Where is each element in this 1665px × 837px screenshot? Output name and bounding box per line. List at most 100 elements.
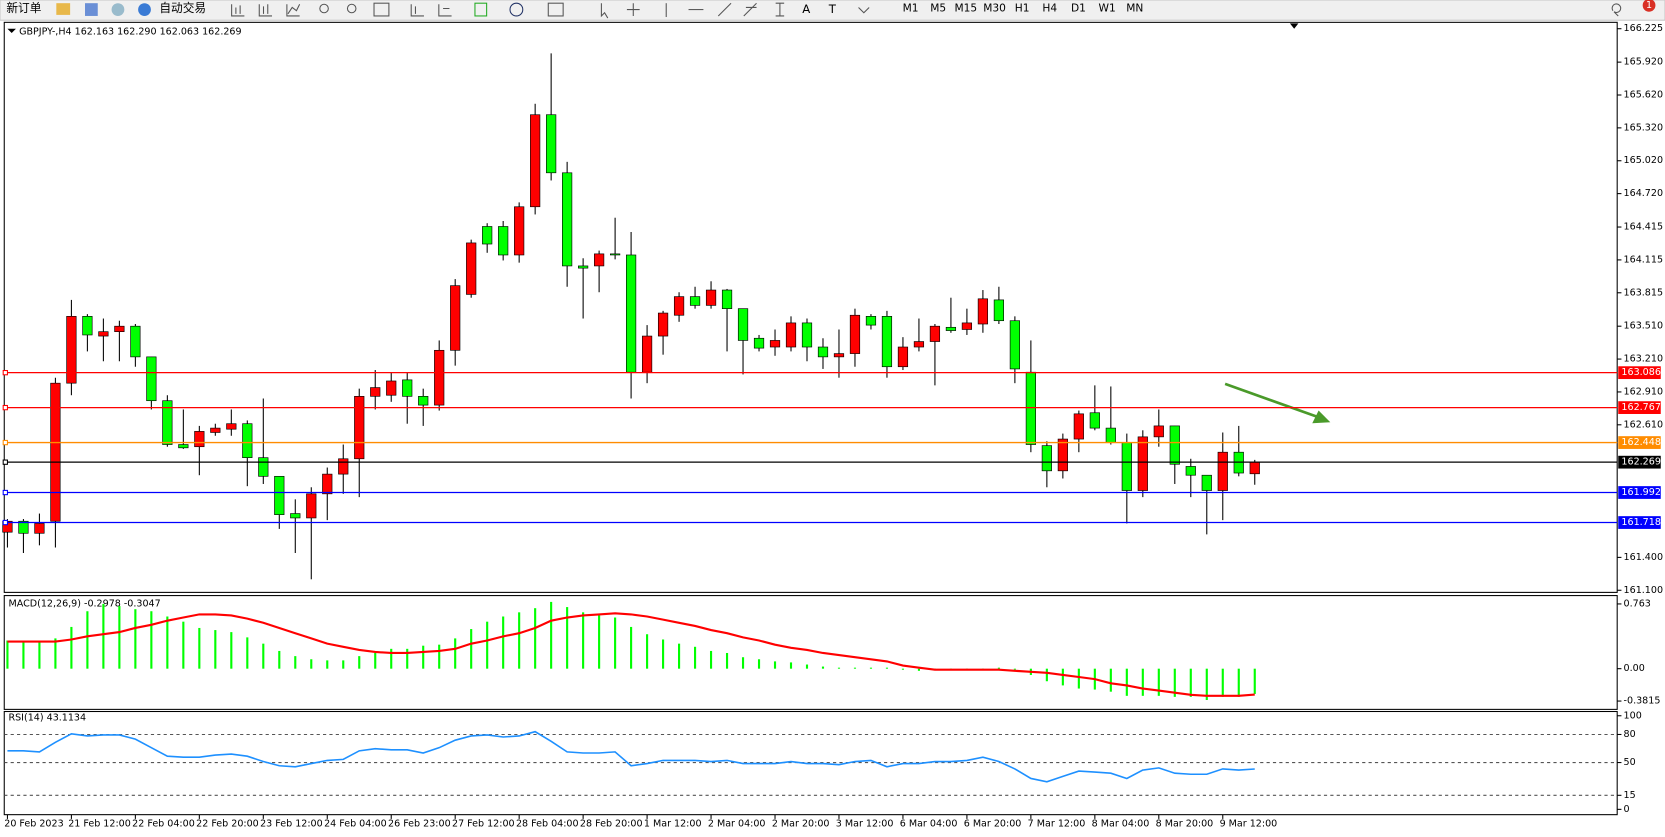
candle-body <box>1121 442 1132 491</box>
candle-body <box>1009 320 1020 370</box>
macd-bar <box>262 643 265 669</box>
macd-bar <box>582 612 585 669</box>
icon[interactable] <box>56 3 71 15</box>
icon[interactable] <box>85 3 98 16</box>
collapse-marker[interactable] <box>7 28 16 33</box>
icon[interactable] <box>346 3 357 14</box>
y-tick-label: 80 <box>1624 729 1636 740</box>
x-tick-label: 8 Mar 20:00 <box>1156 819 1214 830</box>
candle-body <box>306 493 317 519</box>
y-tick-label: 161.100 <box>1624 585 1663 596</box>
macd-bar <box>1061 668 1064 686</box>
macd-bar <box>1077 668 1080 689</box>
y-tick-label: 164.415 <box>1624 222 1663 233</box>
candle-body <box>1201 474 1212 491</box>
icon[interactable] <box>258 4 273 17</box>
candle-body <box>370 387 381 397</box>
candle-body <box>1217 451 1228 491</box>
icon[interactable] <box>775 2 785 17</box>
macd-bar <box>342 660 345 669</box>
price-level-label: 162.767 <box>1621 402 1660 413</box>
notification-badge[interactable] <box>1642 0 1656 12</box>
candle-body <box>993 299 1004 322</box>
candle-body <box>210 427 221 433</box>
y-tick-label: 50 <box>1624 757 1636 768</box>
x-tick-label: 2 Mar 04:00 <box>708 819 766 830</box>
macd-bar <box>550 601 553 669</box>
icon[interactable] <box>600 3 609 19</box>
timeframe-button[interactable]: H1 <box>1015 2 1030 15</box>
timeframe-button[interactable]: M30 <box>983 2 1006 15</box>
icon[interactable] <box>111 3 125 16</box>
icon[interactable] <box>547 2 564 17</box>
price-level-handle <box>2 459 8 465</box>
icon[interactable] <box>286 4 301 17</box>
macd-bar <box>86 611 89 669</box>
macd-bar <box>134 609 137 669</box>
arrow-shaft <box>1224 382 1318 419</box>
macd-bar <box>166 616 169 669</box>
price-level-handle <box>2 404 8 411</box>
new-order-button[interactable]: 新订单 <box>6 1 41 15</box>
candle-body <box>66 316 77 384</box>
toolbar-bg <box>0 0 1665 21</box>
icon[interactable] <box>509 2 524 17</box>
icon[interactable]: A <box>802 2 810 16</box>
price-level-box <box>1618 486 1661 499</box>
timeframe-button[interactable]: MN <box>1126 2 1143 15</box>
timeframe-button[interactable]: D1 <box>1071 2 1086 15</box>
macd-bar <box>486 621 489 669</box>
x-tick-label: 7 Mar 12:00 <box>1028 819 1086 830</box>
icon[interactable] <box>858 7 870 14</box>
price-level-label: 161.718 <box>1621 517 1660 528</box>
icon[interactable] <box>373 2 390 17</box>
candle-body <box>514 206 525 256</box>
price-level-label: 161.992 <box>1621 487 1660 498</box>
timeframe-button[interactable]: W1 <box>1099 2 1116 15</box>
candle-body <box>34 523 45 534</box>
icon[interactable] <box>743 2 757 17</box>
candle-body <box>18 520 29 534</box>
x-tick-label: 21 Feb 12:00 <box>68 819 131 830</box>
macd-bar <box>917 668 921 671</box>
candle-body <box>865 316 877 326</box>
x-tick-label: 6 Mar 04:00 <box>900 819 958 830</box>
macd-bar <box>566 607 569 669</box>
macd-bar <box>1237 668 1240 697</box>
candle-body <box>1153 425 1164 438</box>
icon[interactable] <box>231 4 245 17</box>
autotrade-button[interactable]: 自动交易 <box>159 1 206 15</box>
candle-body <box>482 226 493 245</box>
candle-body <box>466 242 477 295</box>
candle-body <box>1249 461 1260 475</box>
icon[interactable] <box>474 2 488 17</box>
x-tick-label: 24 Feb 04:00 <box>324 819 387 830</box>
y-tick-label: 165.320 <box>1624 122 1663 133</box>
macd-bar <box>1189 668 1192 697</box>
icon[interactable] <box>626 3 640 16</box>
macd-bar <box>326 660 329 669</box>
timeframe-button[interactable]: M15 <box>955 2 978 15</box>
icon[interactable] <box>717 2 732 17</box>
macd-bar <box>853 667 857 669</box>
signal-line <box>7 612 1255 697</box>
icon[interactable] <box>138 3 151 16</box>
macd-bar <box>821 666 825 669</box>
icon[interactable] <box>410 4 424 17</box>
timeframe-button[interactable]: H4 <box>1042 2 1057 15</box>
icon[interactable]: T <box>828 2 837 16</box>
icon[interactable] <box>438 4 452 17</box>
macd-bar <box>869 667 873 669</box>
timeframe-button[interactable]: M1 <box>903 2 919 15</box>
icon[interactable] <box>319 3 329 14</box>
macd-bar <box>741 657 745 669</box>
y-tick-label: 165.920 <box>1624 57 1663 68</box>
search-icon[interactable] <box>1611 3 1622 17</box>
timeframe-button[interactable]: M5 <box>930 2 946 15</box>
candle-body <box>562 172 573 267</box>
candle-body <box>881 316 893 368</box>
chart-shift-marker[interactable] <box>1289 23 1299 29</box>
candle-body <box>578 265 589 269</box>
candle-body <box>1137 436 1148 491</box>
